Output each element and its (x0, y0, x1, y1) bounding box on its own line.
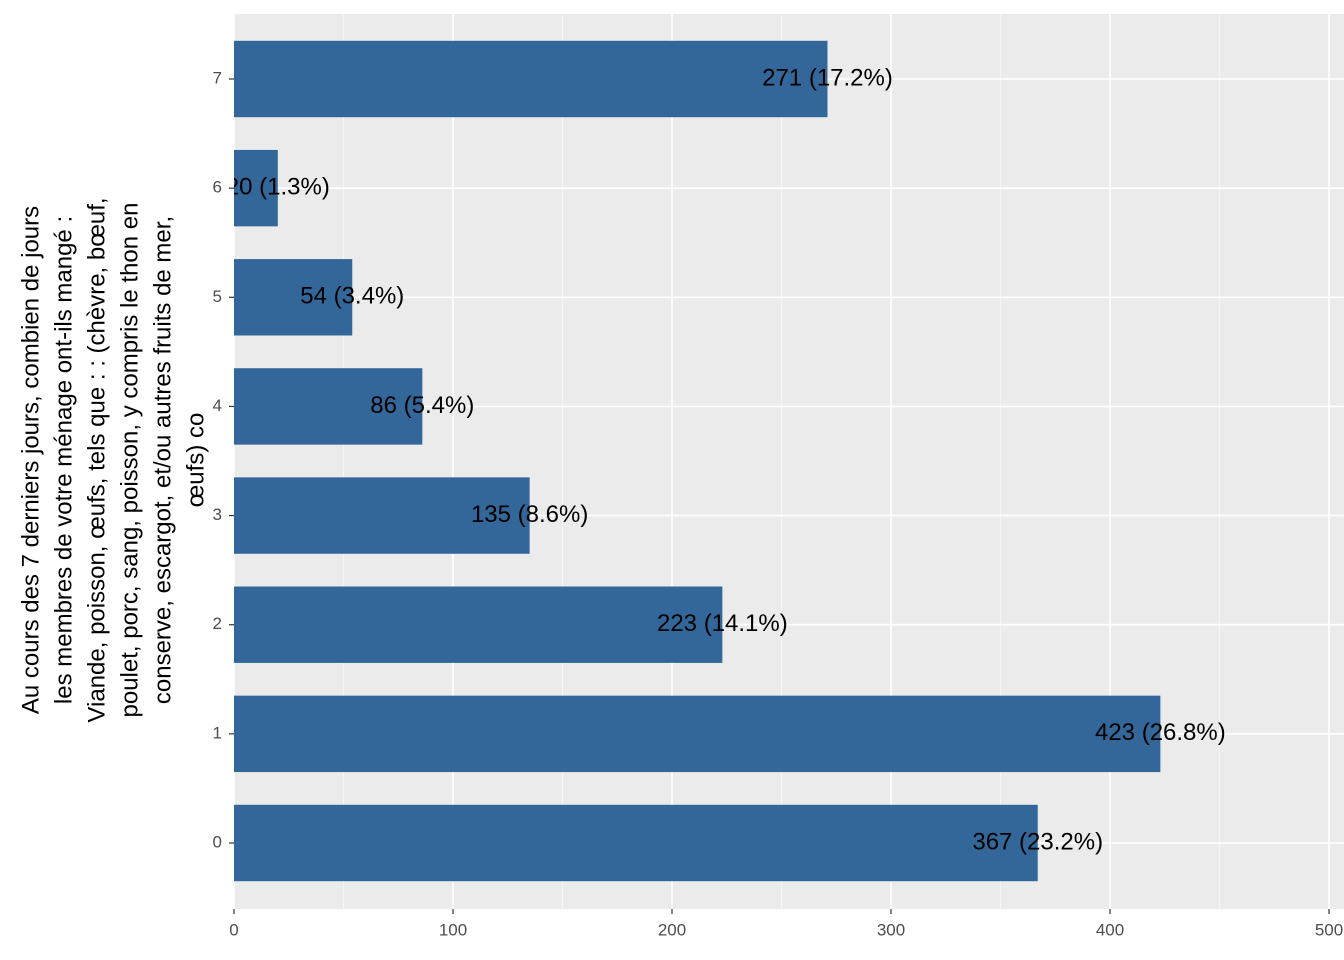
y-tick-label: 4 (213, 396, 222, 415)
bar (234, 695, 1161, 773)
bar (234, 149, 278, 227)
y-tick-label: 7 (213, 68, 222, 87)
x-tick-label: 100 (439, 920, 467, 939)
y-tick-label: 3 (213, 505, 222, 524)
value-label: 271 (17.2%) (762, 64, 893, 91)
panel (234, 14, 1344, 909)
value-labels: 367 (23.2%) 423 (26.8%) 223 (14.1%) 135 (8.… (226, 64, 1226, 855)
value-label: 54 (3.4%) (300, 283, 404, 310)
x-tick-label: 400 (1096, 920, 1124, 939)
bars (234, 40, 1161, 882)
y-tick-label: 1 (213, 723, 222, 742)
value-label: 86 (5.4%) (370, 392, 474, 419)
y-axis-title: poulet, porc, sang, poisson, y compris l… (116, 203, 143, 718)
bar (234, 586, 723, 663)
x-tick-label: 0 (229, 920, 238, 939)
y-axis-title: Viande, poisson, œufs, tels que : : (chè… (83, 197, 110, 722)
bar (234, 40, 828, 118)
value-label: 423 (26.8%) (1095, 719, 1226, 746)
bar (234, 477, 530, 554)
y-tick-label: 5 (213, 287, 222, 306)
bar (234, 368, 423, 445)
bar (234, 804, 1038, 882)
y-axis-title: les membres de votre ménage ont-ils mang… (50, 216, 77, 704)
x-tick-label: 500 (1315, 920, 1343, 939)
x-tick-label: 200 (658, 920, 686, 939)
y-tick-label: 0 (213, 832, 222, 851)
value-label: 367 (23.2%) (972, 828, 1103, 855)
y-axis-title: conserve, escargot, et/ou autres fruits … (149, 216, 176, 704)
y-tick-label: 2 (213, 614, 222, 633)
axes: 0 100 200 300 400 500 0 1 2 3 4 5 6 7 (213, 68, 1344, 939)
y-axis-title: œufs) co (182, 413, 209, 508)
y-tick-label: 6 (213, 178, 222, 197)
value-label: 20 (1.3%) (226, 173, 330, 200)
y-axis-title: Au cours des 7 derniers jours, combien d… (17, 206, 44, 714)
value-label: 135 (8.6%) (471, 501, 588, 528)
value-label: 223 (14.1%) (657, 610, 788, 637)
x-tick-label: 300 (877, 920, 905, 939)
bar (234, 259, 353, 336)
